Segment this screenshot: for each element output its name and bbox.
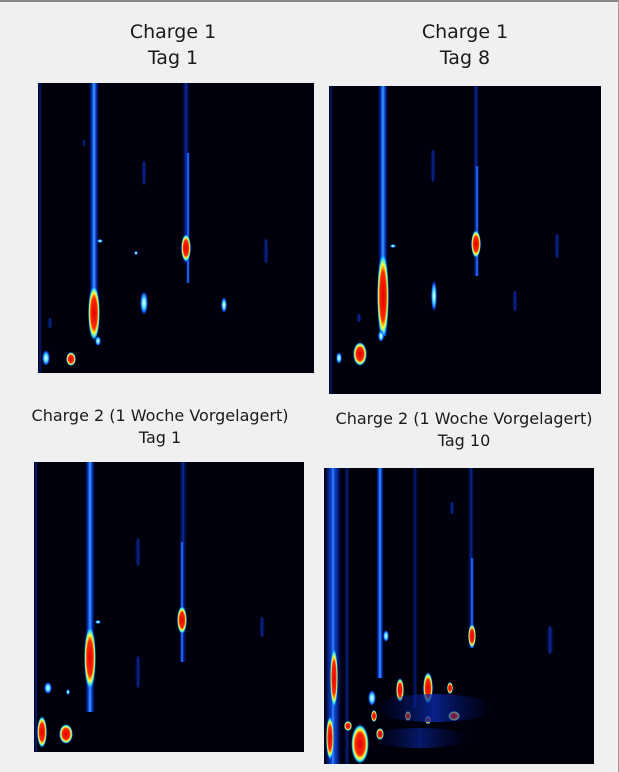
caption-c2t1-line2: Tag 1 <box>138 427 182 447</box>
caption-c1t8-line2: Tag 8 <box>439 46 491 69</box>
caption-c1t8: Charge 1 Tag 8 <box>380 20 550 71</box>
caption-c1t1-line2: Tag 1 <box>147 46 199 69</box>
caption-c1t8-line1: Charge 1 <box>421 21 509 43</box>
caption-c2t10: Charge 2 (1 Woche Vorgelagert) Tag 10 <box>308 408 619 451</box>
caption-c2t10-line1: Charge 2 (1 Woche Vorgelagert) <box>335 409 593 428</box>
caption-c2t1: Charge 2 (1 Woche Vorgelagert) Tag 1 <box>4 405 316 448</box>
heatmap-c2t1 <box>34 462 304 752</box>
heatmap-c2t10 <box>324 468 594 764</box>
heatmap-c1t1 <box>38 83 314 373</box>
caption-c1t1: Charge 1 Tag 1 <box>88 20 258 71</box>
heatmap-c1t8 <box>329 86 601 394</box>
caption-c2t10-line2: Tag 10 <box>437 430 491 450</box>
caption-c1t1-line1: Charge 1 <box>129 21 217 43</box>
caption-c2t1-line1: Charge 2 (1 Woche Vorgelagert) <box>31 406 289 425</box>
